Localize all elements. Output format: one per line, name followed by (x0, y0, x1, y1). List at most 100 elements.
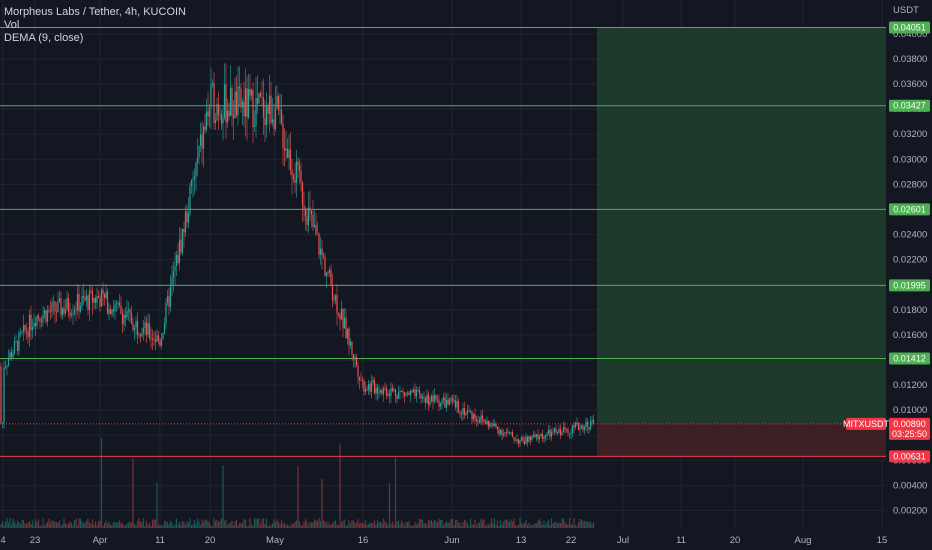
candle-body (241, 101, 244, 108)
candle-body (45, 310, 47, 322)
candle-body (84, 297, 86, 301)
volume-bar (3, 525, 5, 528)
candle-body (451, 397, 454, 402)
candle-body (522, 437, 524, 442)
candle-body (150, 337, 152, 339)
candle-body (396, 395, 398, 399)
volume-bar (277, 521, 280, 528)
candle-body (573, 425, 575, 428)
volume-bar (367, 524, 370, 528)
price-axis[interactable]: USDT 0.002000.004000.006000.008000.01000… (843, 5, 930, 516)
candle-body (87, 295, 89, 311)
volume-bar (396, 521, 398, 528)
level-tag-label: 0.02601 (893, 204, 926, 214)
time-tick-label: 11 (676, 535, 686, 546)
volume-indicator-label[interactable]: Vol (4, 19, 20, 31)
volume-bar (540, 521, 542, 528)
volume-bar (84, 522, 86, 528)
last-price-tag[interactable] (889, 417, 930, 440)
candle-body (166, 296, 169, 303)
volume-bar (429, 520, 431, 528)
volume-bar (553, 521, 556, 528)
level-tag[interactable] (889, 99, 930, 112)
time-tick-label: Apr (93, 535, 108, 546)
candle-body (403, 392, 406, 396)
volume-bar (165, 520, 167, 528)
candle-body (141, 332, 143, 337)
level-tag[interactable] (889, 203, 930, 216)
candle-body (277, 95, 280, 110)
volume-bar (57, 523, 59, 528)
volume-bar (454, 519, 457, 528)
volume-bar (393, 524, 395, 528)
time-axis[interactable]: 4 23 Apr 11 20 May 16 Jun 13 22 Jul 11 20 Aug 15 (0, 535, 887, 546)
time-tick-label: 11 (155, 535, 165, 546)
candle-body (204, 126, 206, 130)
volume-bar (327, 521, 329, 528)
candle-body (307, 207, 310, 226)
volume-bar (559, 522, 562, 528)
candle-body (249, 88, 251, 96)
candle-body (508, 431, 511, 433)
time-tick-label: Jul (617, 535, 629, 546)
candle-body (178, 239, 181, 264)
level-tag[interactable] (889, 279, 930, 292)
price-tick-label: 0.01000 (893, 405, 927, 416)
volume-bar (549, 524, 551, 528)
dema-indicator-label[interactable]: DEMA (9, close) (4, 32, 84, 44)
level-tag[interactable] (889, 352, 930, 365)
level-tag-label: 0.03427 (893, 101, 926, 111)
level-tag[interactable] (889, 21, 930, 34)
candle-body (103, 293, 106, 298)
candle-body (543, 437, 545, 439)
volume-bar (501, 524, 503, 528)
candle-body (132, 323, 134, 330)
candle-body (187, 213, 190, 223)
candle-body (79, 306, 82, 312)
volume-bar (514, 524, 517, 528)
candle-body (261, 97, 263, 99)
volume-bar (319, 521, 322, 528)
volume-bar (283, 522, 286, 528)
volume-bar (466, 522, 469, 528)
loss-zone[interactable] (597, 423, 886, 457)
volume-bar (412, 525, 415, 528)
candle-body (340, 308, 343, 320)
volume-bar (238, 522, 241, 528)
volume-bar (127, 522, 130, 528)
volume-bar (147, 524, 149, 528)
volume-bar (535, 523, 538, 528)
candle-body (69, 311, 71, 316)
symbol-tag[interactable] (846, 417, 886, 430)
volume-bar (403, 525, 406, 528)
price-tick-label: 0.00200 (893, 505, 927, 516)
profit-zone[interactable] (597, 27, 886, 424)
candle-body (48, 310, 50, 312)
volume-bar (280, 519, 283, 528)
candle-body (244, 88, 247, 117)
candle-body (117, 302, 119, 304)
position-zones (597, 27, 886, 457)
volume-bar (483, 519, 485, 528)
candle-body (286, 148, 289, 159)
candle-body (477, 420, 479, 422)
candle-body (97, 296, 100, 298)
volume-bar (561, 518, 563, 528)
candle-body (111, 309, 113, 315)
volume-bar (15, 524, 17, 528)
volume-bar (348, 520, 350, 528)
volume-bars (0, 438, 595, 528)
volume-bar (324, 521, 326, 528)
candle-body (405, 393, 407, 396)
candle-body (321, 248, 323, 256)
stop-level-tag[interactable] (889, 450, 930, 463)
volume-bar (108, 521, 110, 528)
candle-body (453, 400, 455, 402)
time-tick-label: May (266, 535, 284, 546)
candle-body (136, 320, 139, 335)
symbol-title[interactable]: Morpheus Labs / Tether, 4h, KUCOIN (4, 6, 186, 18)
volume-bar (456, 519, 458, 528)
volume-bar (364, 520, 367, 528)
volume-bar (264, 524, 266, 528)
